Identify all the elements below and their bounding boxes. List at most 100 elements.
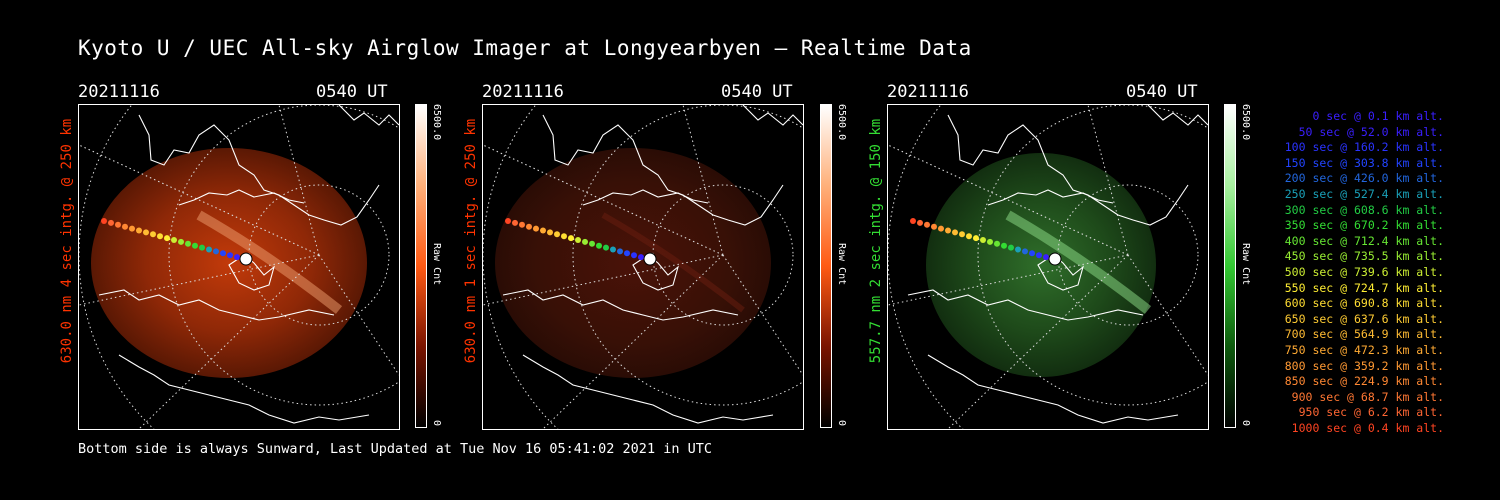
trajectory-point xyxy=(206,246,212,253)
trajectory-point xyxy=(631,252,637,259)
trajectory-point xyxy=(1022,248,1028,255)
trajectory-point xyxy=(1029,250,1035,257)
trajectory-point xyxy=(1008,244,1014,251)
page-title: Kyoto U / UEC All-sky Airglow Imager at … xyxy=(78,36,972,60)
panel-1-cbar-max: 6500.0 xyxy=(431,104,442,141)
legend-row: 600 sec @ 690.8 km alt. xyxy=(1284,296,1444,311)
trajectory-point xyxy=(966,233,972,240)
sky-image xyxy=(926,153,1156,377)
panel-1-date: 20211116 xyxy=(78,82,160,102)
trajectory-point xyxy=(931,223,937,230)
legend-row: 700 sec @ 564.9 km alt. xyxy=(1284,327,1444,342)
station-marker xyxy=(643,252,657,266)
trajectory-point xyxy=(589,240,595,247)
trajectory xyxy=(101,218,247,262)
sky-image xyxy=(495,148,771,378)
trajectory-point xyxy=(171,237,177,243)
legend-row: 1000 sec @ 0.4 km alt. xyxy=(1291,421,1444,435)
map-grid xyxy=(79,105,399,429)
legend-row: 50 sec @ 52.0 km alt. xyxy=(1298,124,1444,139)
panel-2-image xyxy=(482,104,804,430)
panel-1-colorbar xyxy=(415,104,427,428)
trajectory-point xyxy=(987,238,993,245)
trajectory-point xyxy=(150,231,156,238)
panel-1-time: 0540 UT xyxy=(316,82,388,102)
panel-3-time: 0540 UT xyxy=(1126,82,1198,102)
legend-row: 850 sec @ 224.9 km alt. xyxy=(1284,374,1444,389)
panel-1-cbar-min: 0 xyxy=(431,420,442,427)
trajectory-point xyxy=(234,254,240,261)
trajectory-point xyxy=(185,240,191,247)
aurora-band xyxy=(196,210,343,314)
legend-row: 650 sec @ 637.6 km alt. xyxy=(1284,311,1444,326)
panel-2-date: 20211116 xyxy=(482,82,564,102)
panel-2-time: 0540 UT xyxy=(721,82,793,102)
panel-1-ylabel: 630.0 nm 4 sec intg. @ 250 km xyxy=(59,118,75,364)
trajectory-point xyxy=(980,237,986,243)
trajectory-point xyxy=(540,227,546,234)
coastlines xyxy=(502,105,803,424)
station-marker xyxy=(239,252,253,266)
panel-2-cbar-unit: Raw Cnt xyxy=(836,243,847,286)
trajectory-point xyxy=(917,219,923,226)
station-marker xyxy=(1048,252,1062,266)
trajectory-point xyxy=(610,246,616,253)
legend-row: 900 sec @ 68.7 km alt. xyxy=(1291,389,1444,404)
panel-2-svg xyxy=(483,105,803,429)
trajectory-point xyxy=(547,229,553,236)
trajectory-point xyxy=(108,219,114,226)
legend-row: 450 sec @ 735.5 km alt. xyxy=(1284,249,1444,264)
panel-3-image xyxy=(887,104,1209,430)
trajectory-point xyxy=(192,242,198,249)
trajectory-point xyxy=(582,238,588,245)
legend-row: 100 sec @ 160.2 km alt. xyxy=(1284,140,1444,155)
trajectory-point xyxy=(924,221,930,228)
trajectory-point xyxy=(561,233,567,240)
trajectory-point xyxy=(1043,254,1049,261)
legend-row: 350 sec @ 670.2 km alt. xyxy=(1284,218,1444,233)
panel-3-svg xyxy=(888,105,1208,429)
aurora-band xyxy=(601,212,745,313)
trajectory-point xyxy=(122,223,128,230)
trajectory-point xyxy=(938,225,944,232)
sky-image xyxy=(91,148,367,378)
trajectory-point xyxy=(220,250,226,257)
trajectory-point xyxy=(136,227,142,234)
footer-note: Bottom side is always Sunward, Last Upda… xyxy=(78,441,712,457)
trajectory-point xyxy=(115,221,121,228)
trajectory-point xyxy=(568,235,574,242)
coastlines xyxy=(907,105,1208,424)
trajectory-point xyxy=(178,238,184,245)
trajectory-point xyxy=(575,237,581,243)
trajectory-point xyxy=(157,233,163,240)
trajectory-point xyxy=(624,250,630,257)
legend-row: 300 sec @ 608.6 km alt. xyxy=(1284,202,1444,217)
trajectory-point xyxy=(554,231,560,238)
trajectory-point xyxy=(1015,246,1021,253)
panel-1-image xyxy=(78,104,400,430)
panel-3-ylabel: 557.7 nm 2 sec intg. @ 150 km xyxy=(868,118,884,364)
panel-1-cbar-unit: Raw Cnt xyxy=(431,243,442,286)
panel-3-date: 20211116 xyxy=(887,82,969,102)
map-grid xyxy=(888,105,1208,429)
trajectory-point xyxy=(638,254,644,261)
aurora-band xyxy=(1005,210,1152,314)
trajectory-point xyxy=(533,225,539,232)
trajectory-point xyxy=(526,223,532,230)
trajectory-point xyxy=(143,229,149,236)
trajectory-point xyxy=(199,244,205,251)
legend-row: 0 sec @ 0.1 km alt. xyxy=(1312,109,1444,123)
legend-row: 750 sec @ 472.3 km alt. xyxy=(1284,343,1444,357)
trajectory-point xyxy=(959,231,965,238)
trajectory-point xyxy=(952,229,958,236)
legend-row: 800 sec @ 359.2 km alt. xyxy=(1284,358,1444,373)
trajectory-point xyxy=(519,221,525,228)
panel-3-colorbar xyxy=(1224,104,1236,428)
legend-row: 200 sec @ 426.0 km alt. xyxy=(1284,171,1444,186)
trajectory-point xyxy=(596,242,602,249)
panel-2-colorbar xyxy=(820,104,832,428)
trajectory-point xyxy=(129,225,135,232)
panel-2-cbar-min: 0 xyxy=(836,420,847,427)
panel-2-ylabel: 630.0 nm 1 sec intg. @ 250 km xyxy=(463,118,479,364)
trajectory-point xyxy=(617,248,623,255)
